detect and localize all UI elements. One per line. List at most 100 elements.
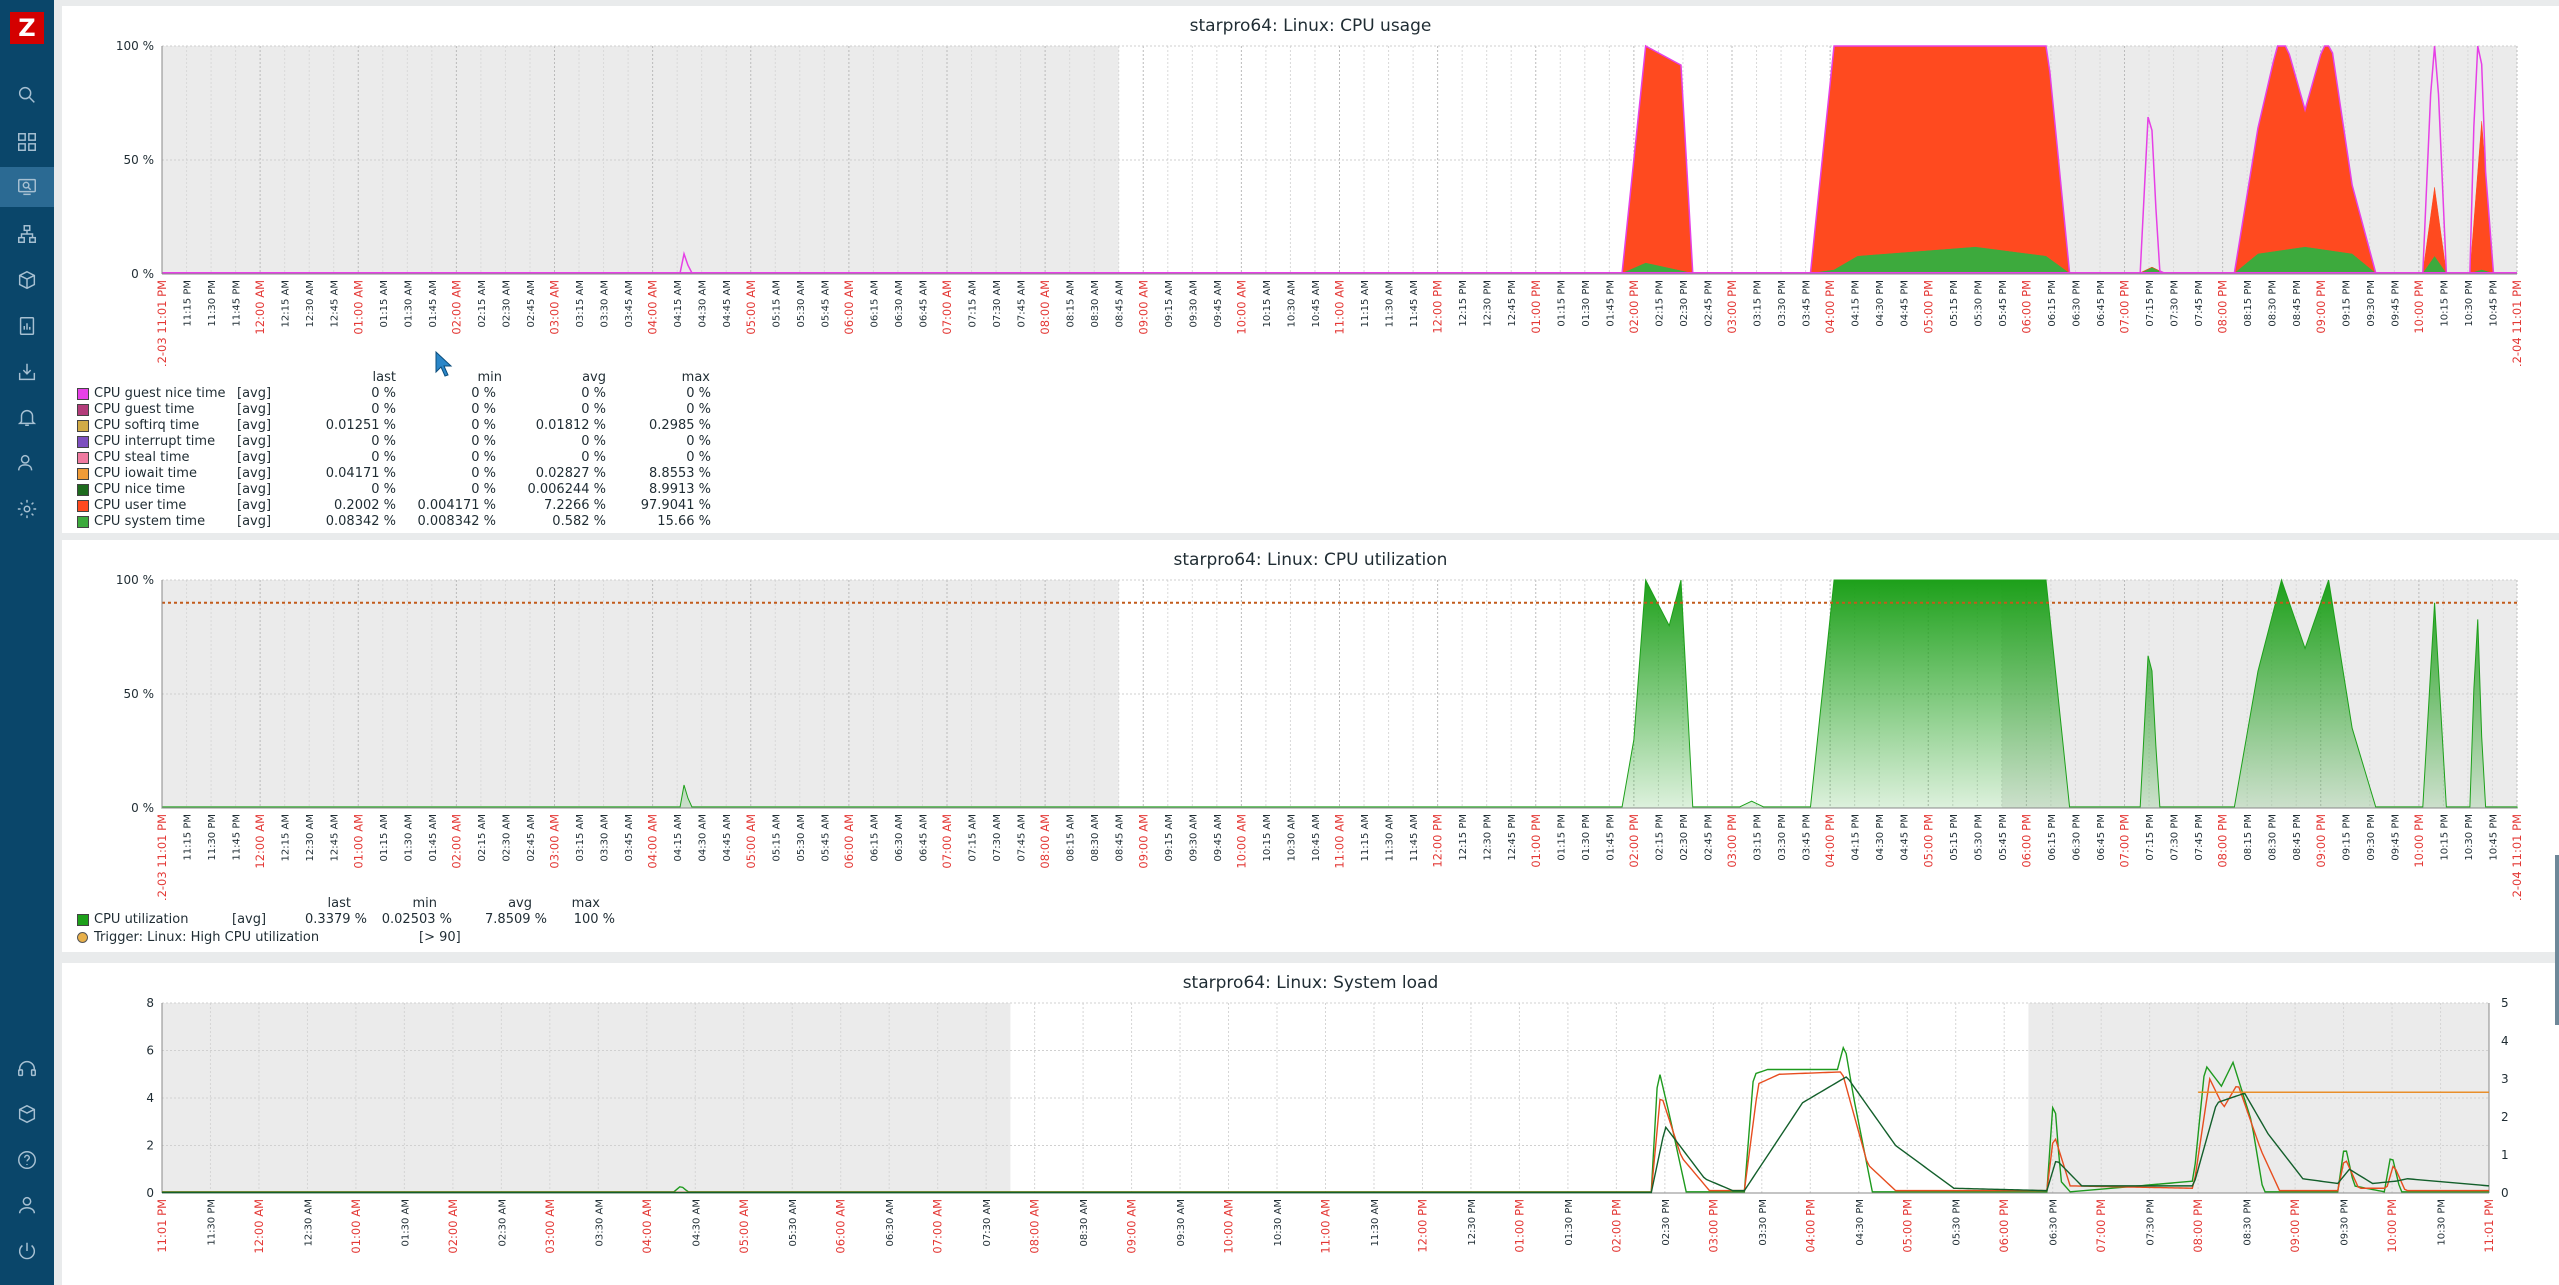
x-tick-label: 09:45 AM — [1213, 814, 1224, 861]
x-tick-label: 06:30 AM — [894, 814, 905, 861]
x-tick-label: 11:00 AM — [1333, 280, 1347, 335]
x-tick-label: 01:45 PM — [1605, 280, 1616, 327]
reports-icon[interactable] — [0, 306, 54, 346]
x-tick-label: 05:00 PM — [1900, 1199, 1914, 1253]
x-tick-label: 11:30 AM — [1385, 814, 1396, 861]
x-tick-label: 12:15 AM — [281, 280, 292, 327]
legend-label: CPU system time — [94, 514, 206, 529]
x-tick-label: 10:00 AM — [1234, 814, 1248, 869]
x-tick-label: 11:30 PM — [207, 814, 218, 861]
x-tick-label: 03:30 PM — [1758, 1199, 1769, 1246]
legend-max: 8.9913 % — [649, 482, 711, 497]
x-tick-label: 09:45 PM — [2390, 280, 2401, 327]
main-content: starpro64: Linux: CPU usage 0 % 50 % 100 %… — [62, 0, 2559, 1285]
x-tick-label: 12:00 AM — [253, 280, 267, 335]
user-profile-icon[interactable] — [0, 1185, 54, 1225]
x-tick-label: 09:15 PM — [2341, 814, 2352, 861]
x-tick-label: 10:45 PM — [2488, 814, 2499, 861]
x-tick-label: 02:30 AM — [497, 1199, 508, 1246]
x-tick-label: 10:30 AM — [1273, 1199, 1284, 1246]
x-tick-label: 12:00 PM — [1431, 814, 1445, 868]
x-tick-label: 08:15 PM — [2243, 814, 2254, 861]
legend-swatch — [77, 500, 89, 512]
x-tick-label: 03:30 AM — [594, 1199, 605, 1246]
legend-min: 0 % — [471, 482, 496, 497]
dashboard-icon[interactable] — [0, 122, 54, 162]
trigger-label: Trigger: Linux: High CPU utilization — [94, 930, 320, 945]
x-tick-label: 12:30 AM — [305, 814, 316, 861]
x-tick-label: 09:15 AM — [1164, 814, 1175, 861]
settings-icon[interactable] — [0, 489, 54, 529]
x-tick-label: 01:00 AM — [351, 280, 365, 335]
legend-max: 0 % — [686, 434, 711, 449]
x-tick-label: 02:15 AM — [477, 814, 488, 861]
x-tick-label: 03:00 PM — [1725, 814, 1739, 868]
y-tick-label: 4 — [146, 1091, 154, 1105]
legend-swatch — [77, 436, 89, 448]
x-tick-label: 07:00 AM — [940, 280, 954, 335]
integrations-icon[interactable] — [0, 1094, 54, 1134]
system-load-chart[interactable]: 11:01 PM 11:30 PM 12:00 AM 12:30 AM 01:00 AM… — [62, 963, 2559, 1285]
sign-out-icon[interactable] — [0, 1231, 54, 1271]
support-icon[interactable] — [0, 1049, 54, 1089]
page-scrollbar[interactable] — [2555, 855, 2559, 1025]
inventory-icon[interactable] — [0, 260, 54, 300]
x-tick-label: 10:00 PM — [2385, 1199, 2399, 1253]
x-tick-label: 04:00 AM — [640, 1199, 654, 1254]
x-tick-label: 02:45 AM — [526, 814, 537, 861]
x-tick-label: 07:45 PM — [2194, 814, 2205, 861]
graph-title: starpro64: Linux: System load — [1182, 973, 1439, 993]
search-icon[interactable] — [0, 75, 54, 115]
x-tick-label: 09:15 AM — [1164, 280, 1175, 327]
x-tick-label: 07:00 PM — [2118, 280, 2132, 334]
legend-swatch — [77, 516, 89, 528]
x-tick-label: 12:15 AM — [281, 814, 292, 861]
x-tick-label: 11:15 AM — [1360, 280, 1371, 327]
x-tick-label: 06:45 PM — [2096, 814, 2107, 861]
series-cpu-utilization — [161, 578, 2518, 809]
x-tick-label: 10:15 AM — [1262, 280, 1273, 327]
x-tick-label: 09:00 AM — [1136, 814, 1150, 869]
x-tick-label: 02:30 PM — [1679, 280, 1690, 327]
cpu-usage-chart[interactable]: 0 % 50 % 100 % 12-03 11:01 PM 11:15 PM 11:30 … — [62, 6, 2559, 366]
legend-label: CPU utilization — [94, 912, 189, 927]
data-collection-icon[interactable] — [0, 352, 54, 392]
x-tick-label: 07:00 AM — [931, 1199, 945, 1254]
x-tick-label: 07:00 PM — [2094, 1199, 2108, 1253]
y-tick-label: 0 % — [131, 267, 154, 281]
x-tick-label: 03:15 PM — [1753, 814, 1764, 861]
monitoring-icon[interactable] — [0, 167, 54, 207]
x-tick-label: 06:45 AM — [918, 814, 929, 861]
legend-avg: 7.8509 % — [485, 912, 547, 927]
x-tick-label: 10:30 PM — [2464, 280, 2475, 327]
y-tick-label: 2 — [146, 1139, 154, 1153]
x-tick-label: 03:45 PM — [1802, 280, 1813, 327]
y2-tick-label: 4 — [2501, 1034, 2509, 1048]
graph-title: starpro64: Linux: CPU utilization — [1173, 550, 1448, 570]
x-tick-label: 04:30 AM — [691, 1199, 702, 1246]
alerts-icon[interactable] — [0, 397, 54, 437]
legend-label: CPU iowait time — [94, 466, 197, 481]
x-tick-label: 07:15 AM — [968, 280, 979, 327]
x-tick-label: 12:45 PM — [1507, 280, 1518, 327]
x-tick-label: 08:30 PM — [2243, 1199, 2254, 1246]
legend-min: 0 % — [471, 402, 496, 417]
legend-avg: 0 % — [581, 386, 606, 401]
legend-min: 0.02503 % — [381, 912, 452, 927]
x-tick-label: 04:45 AM — [722, 280, 733, 327]
help-icon[interactable] — [0, 1140, 54, 1180]
cpu-utilization-legend: last min avg max CPU utilization [avg] 0… — [62, 892, 862, 952]
x-tick-label: 02:15 PM — [1654, 280, 1665, 327]
x-tick-label: 06:30 AM — [894, 280, 905, 327]
legend-last: 0 % — [371, 450, 396, 465]
x-tick-label: 09:30 AM — [1188, 280, 1199, 327]
network-icon[interactable] — [0, 214, 54, 254]
zabbix-logo[interactable]: Z — [10, 12, 44, 44]
users-icon[interactable] — [0, 443, 54, 483]
x-tick-label: 12:00 AM — [252, 1199, 266, 1254]
cpu-utilization-chart[interactable]: 0 % 50 % 100 % 12-03 11:01 PM 11:15 PM 11:30 … — [62, 540, 2559, 900]
legend-max: 0 % — [686, 402, 711, 417]
legend-func: [avg] — [237, 450, 272, 465]
x-tick-label: 01:15 PM — [1556, 814, 1567, 861]
legend-last: 0.04171 % — [325, 466, 396, 481]
